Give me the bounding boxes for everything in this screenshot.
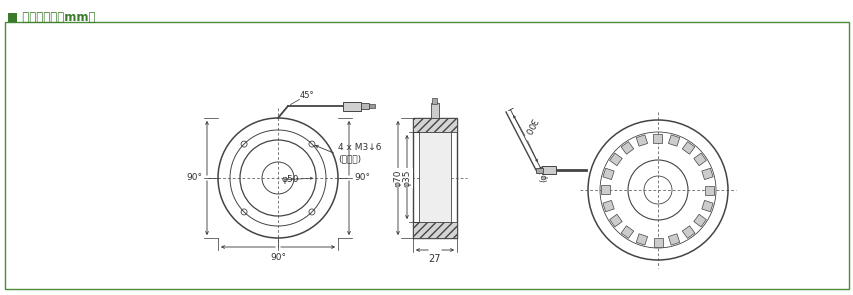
Bar (536, 168, 543, 173)
FancyBboxPatch shape (620, 142, 633, 154)
FancyBboxPatch shape (609, 153, 622, 166)
Text: 4 x M3↓6: 4 x M3↓6 (338, 143, 381, 152)
FancyBboxPatch shape (620, 226, 633, 238)
Bar (413, 118, 456, 132)
Bar (413, 118, 456, 238)
FancyBboxPatch shape (635, 135, 647, 146)
FancyBboxPatch shape (693, 214, 705, 227)
FancyBboxPatch shape (602, 200, 613, 212)
Bar (413, 222, 456, 238)
Text: 300: 300 (521, 116, 537, 135)
Text: φ50: φ50 (281, 175, 299, 184)
Bar (343, 101, 361, 111)
Text: ■ 外形寸法図（mm）: ■ 外形寸法図（mm） (7, 11, 96, 24)
FancyBboxPatch shape (705, 186, 714, 194)
Text: φ35: φ35 (402, 169, 411, 187)
FancyBboxPatch shape (701, 200, 712, 212)
Text: 45°: 45° (299, 91, 314, 101)
FancyBboxPatch shape (653, 134, 662, 142)
FancyBboxPatch shape (601, 186, 610, 194)
Bar (431, 103, 438, 118)
Text: 90°: 90° (186, 173, 202, 183)
Bar (419, 132, 450, 222)
Bar (432, 98, 437, 104)
FancyBboxPatch shape (668, 234, 679, 245)
FancyBboxPatch shape (609, 214, 622, 227)
FancyBboxPatch shape (668, 135, 679, 146)
Text: 27: 27 (428, 254, 441, 264)
FancyBboxPatch shape (682, 142, 694, 154)
Bar (542, 166, 555, 174)
FancyBboxPatch shape (635, 234, 647, 245)
Bar (368, 104, 374, 108)
FancyBboxPatch shape (602, 168, 613, 180)
Text: φ70: φ70 (393, 169, 402, 187)
FancyBboxPatch shape (693, 153, 705, 166)
FancyBboxPatch shape (701, 168, 712, 180)
Text: 90°: 90° (354, 173, 369, 183)
Bar (361, 103, 368, 109)
Text: (取付用): (取付用) (338, 154, 361, 163)
FancyBboxPatch shape (682, 226, 694, 238)
FancyBboxPatch shape (653, 237, 662, 247)
Text: 90°: 90° (270, 253, 286, 262)
Text: (φ3): (φ3) (539, 165, 548, 182)
